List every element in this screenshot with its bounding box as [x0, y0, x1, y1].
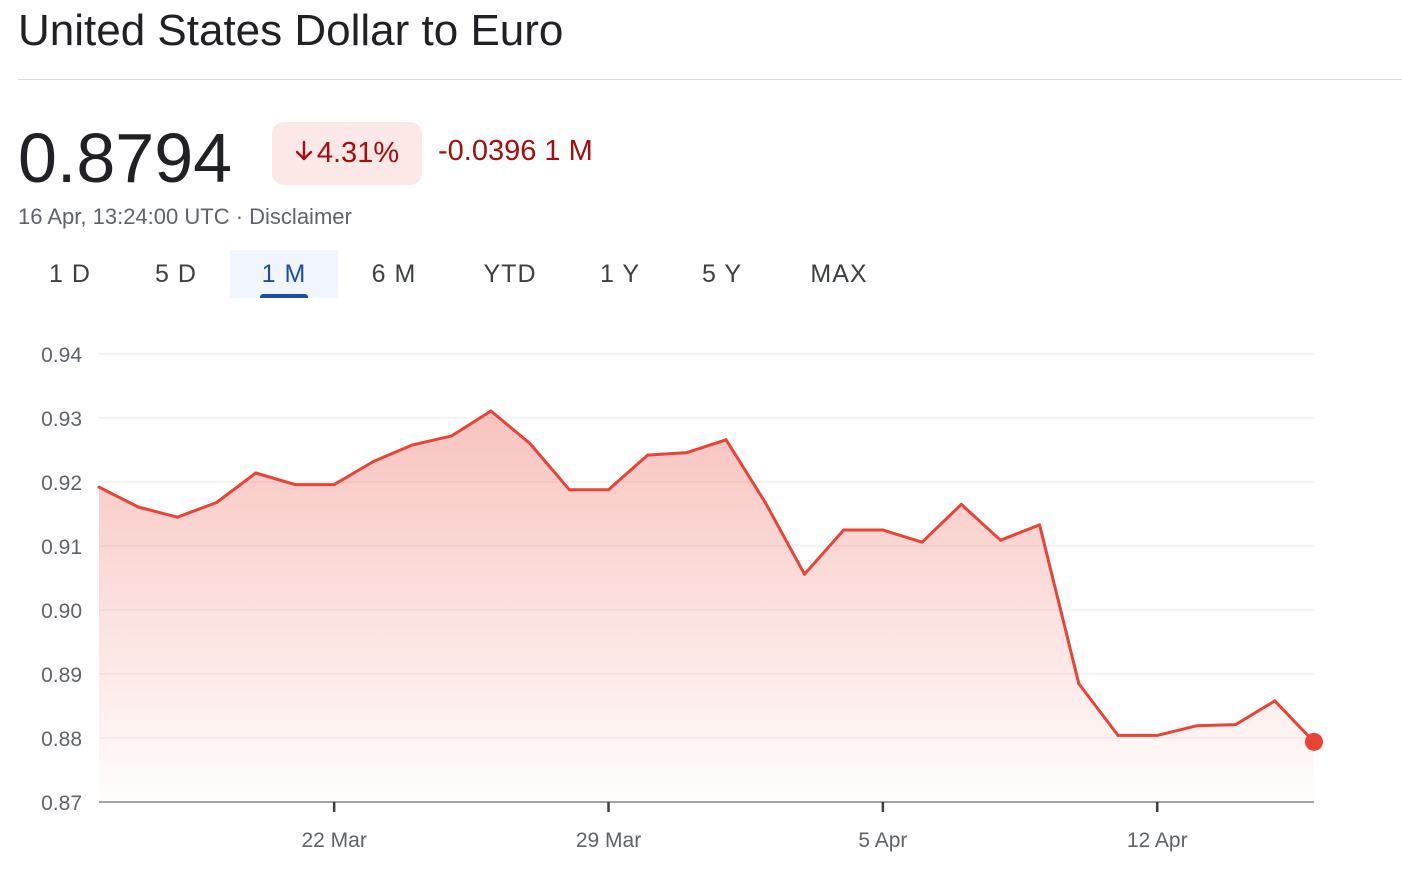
data-point: [371, 460, 375, 464]
current-rate: 0.8794: [18, 119, 233, 197]
y-tick-label: 0.92: [41, 472, 82, 495]
time-range-tabs: 1 D 5 D 1 M 6 M YTD 1 Y 5 Y MAX: [0, 250, 900, 300]
timestamp: 16 Apr, 13:24:00 UTC: [18, 204, 230, 229]
data-point: [489, 409, 493, 413]
data-point: [646, 453, 650, 457]
series-line: [98, 409, 1316, 743]
tab-5d[interactable]: 5 D: [155, 259, 197, 288]
data-point: [1038, 523, 1042, 527]
data-point: [97, 485, 101, 489]
data-point: [332, 483, 336, 487]
data-point: [411, 443, 415, 447]
timestamp-line: 16 Apr, 13:24:00 UTC · Disclaimer: [18, 204, 352, 230]
last-point-marker: [1305, 732, 1323, 751]
y-tick-label: 0.91: [41, 536, 82, 559]
data-point: [881, 528, 885, 532]
data-point: [1234, 723, 1238, 727]
disclaimer-link[interactable]: Disclaimer: [249, 204, 352, 229]
y-tick-label: 0.93: [41, 408, 82, 431]
tab-5y[interactable]: 5 Y: [701, 259, 743, 288]
data-point: [254, 471, 258, 475]
data-point: [215, 500, 219, 504]
arrow-down-icon: [295, 137, 313, 170]
area-fill: [99, 411, 1314, 802]
data-point: [175, 515, 179, 519]
x-tick-label: 29 Mar: [576, 829, 641, 852]
absolute-change: -0.0396 1 M: [438, 135, 593, 167]
percent-change-value: 4.31%: [316, 137, 400, 169]
data-point: [293, 483, 297, 487]
data-point: [450, 434, 454, 438]
data-point: [842, 528, 846, 532]
exchange-rate-chart: 0.940.930.920.910.900.890.880.87 22 Mar 2…: [41, 344, 1323, 852]
data-point: [1077, 682, 1081, 686]
active-tab-indicator: [260, 294, 308, 298]
separator-dot: ·: [235, 204, 244, 229]
tab-6m[interactable]: 6 M: [371, 259, 417, 288]
data-point: [724, 438, 728, 442]
y-tick-label: 0.88: [41, 728, 82, 751]
y-tick-label: 0.94: [41, 344, 82, 367]
data-point: [567, 488, 571, 492]
data-point: [1273, 699, 1277, 703]
tab-max[interactable]: MAX: [810, 259, 868, 288]
data-point: [1116, 733, 1120, 737]
x-tick-label: 12 Apr: [1127, 829, 1188, 852]
y-axis-labels: 0.94 0.93 0.92 0.91 0.90 0.89 0.88 0.87: [41, 344, 82, 815]
data-point: [136, 505, 140, 509]
percent-change-badge: 4.31%: [272, 122, 422, 185]
data-point: [1155, 733, 1159, 737]
x-axis-ticks: 22 Mar 29 Mar 5 Apr 12 Apr: [301, 802, 1188, 852]
title-divider: [18, 79, 1402, 80]
y-tick-label: 0.87: [41, 792, 82, 815]
page-title: United States Dollar to Euro: [18, 6, 564, 55]
data-point: [685, 451, 689, 455]
tab-1d[interactable]: 1 D: [49, 259, 91, 288]
tab-1y[interactable]: 1 Y: [599, 259, 641, 288]
x-tick-label: 22 Mar: [301, 829, 366, 852]
data-point: [763, 500, 767, 504]
data-point: [920, 540, 924, 544]
x-tick-label: 5 Apr: [858, 829, 907, 852]
data-point: [998, 538, 1002, 542]
tab-ytd[interactable]: YTD: [483, 259, 537, 288]
data-point: [1194, 724, 1198, 728]
y-tick-label: 0.89: [41, 664, 82, 687]
data-point: [959, 502, 963, 506]
data-point: [607, 488, 611, 492]
y-tick-label: 0.90: [41, 600, 82, 623]
data-point: [802, 572, 806, 576]
tab-1m[interactable]: 1 M: [230, 250, 338, 298]
data-point: [528, 442, 532, 446]
